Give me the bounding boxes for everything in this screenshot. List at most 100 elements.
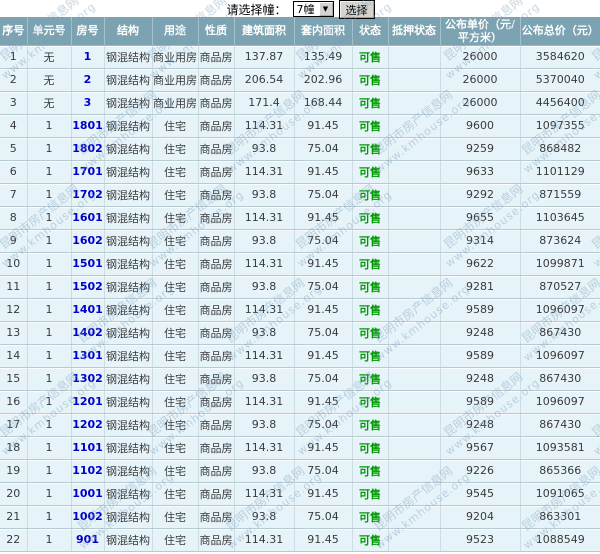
- cell-structure: 钢混结构: [104, 459, 153, 483]
- cell-seq: 15: [0, 367, 28, 391]
- cell-status: 可售: [352, 114, 389, 138]
- cell-area: 93.8: [234, 413, 295, 437]
- table-row: 13 1 1402 钢混结构 住宅 商品房 93.8 75.04 可售 9248…: [0, 321, 600, 345]
- cell-nature: 商品房: [198, 160, 235, 184]
- cell-seq: 5: [0, 137, 28, 161]
- cell-status: 可售: [352, 206, 389, 230]
- cell-unit: 1: [27, 183, 72, 207]
- cell-total-price: 870527: [520, 275, 600, 299]
- room-link[interactable]: 1602: [72, 234, 103, 247]
- cell-total-price: 867430: [520, 321, 600, 345]
- header-unit-price: 公布单价（元/平方米）: [440, 17, 521, 46]
- room-link[interactable]: 1402: [72, 326, 103, 339]
- cell-unit-price: 9622: [440, 252, 521, 276]
- cell-room: 3: [71, 91, 105, 115]
- cell-mortgage: [388, 298, 441, 322]
- select-button[interactable]: 选择: [338, 0, 375, 19]
- header-status: 状态: [352, 17, 389, 46]
- cell-usage: 住宅: [152, 298, 199, 322]
- status-badge: 可售: [359, 211, 381, 225]
- cell-usage: 住宅: [152, 459, 199, 483]
- cell-mortgage: [388, 482, 441, 506]
- cell-total-price: 5370040: [520, 68, 600, 92]
- cell-area: 93.8: [234, 321, 295, 345]
- cell-total-price: 868482: [520, 137, 600, 161]
- table-row: 18 1 1101 钢混结构 住宅 商品房 114.31 91.45 可售 95…: [0, 436, 600, 460]
- room-link[interactable]: 1001: [72, 487, 103, 500]
- room-link[interactable]: 901: [76, 533, 99, 546]
- building-select[interactable]: 7幢 ▼: [292, 1, 334, 17]
- cell-inner-area: 91.45: [294, 528, 353, 552]
- room-link[interactable]: 1201: [72, 395, 103, 408]
- cell-seq: 4: [0, 114, 28, 138]
- room-link[interactable]: 1002: [72, 510, 103, 523]
- room-link[interactable]: 1701: [72, 165, 103, 178]
- table-row: 22 1 901 钢混结构 住宅 商品房 114.31 91.45 可售 952…: [0, 528, 600, 552]
- cell-area: 93.8: [234, 505, 295, 529]
- cell-room: 1801: [71, 114, 105, 138]
- room-link[interactable]: 1301: [72, 349, 103, 362]
- room-link[interactable]: 1101: [72, 441, 103, 454]
- status-badge: 可售: [359, 326, 381, 340]
- cell-seq: 22: [0, 528, 28, 552]
- cell-structure: 钢混结构: [104, 367, 153, 391]
- cell-status: 可售: [352, 45, 389, 69]
- cell-area: 171.4: [234, 91, 295, 115]
- table-row: 19 1 1102 钢混结构 住宅 商品房 93.8 75.04 可售 9226…: [0, 459, 600, 483]
- cell-inner-area: 91.45: [294, 436, 353, 460]
- room-link[interactable]: 1601: [72, 211, 103, 224]
- cell-structure: 钢混结构: [104, 275, 153, 299]
- room-link[interactable]: 2: [83, 73, 92, 86]
- cell-seq: 17: [0, 413, 28, 437]
- cell-total-price: 865366: [520, 459, 600, 483]
- cell-mortgage: [388, 206, 441, 230]
- cell-total-price: 3584620: [520, 45, 600, 69]
- chevron-down-icon[interactable]: ▼: [318, 2, 333, 16]
- cell-usage: 商业用房: [152, 91, 199, 115]
- table-row: 6 1 1701 钢混结构 住宅 商品房 114.31 91.45 可售 963…: [0, 160, 600, 184]
- cell-usage: 住宅: [152, 344, 199, 368]
- room-link[interactable]: 1102: [72, 464, 103, 477]
- table-row: 16 1 1201 钢混结构 住宅 商品房 114.31 91.45 可售 95…: [0, 390, 600, 414]
- cell-structure: 钢混结构: [104, 528, 153, 552]
- status-badge: 可售: [359, 142, 381, 156]
- cell-seq: 11: [0, 275, 28, 299]
- room-link[interactable]: 3: [83, 96, 92, 109]
- cell-unit: 无: [27, 45, 72, 69]
- cell-usage: 住宅: [152, 413, 199, 437]
- cell-room: 1701: [71, 160, 105, 184]
- cell-usage: 住宅: [152, 252, 199, 276]
- cell-inner-area: 91.45: [294, 344, 353, 368]
- header-nature: 性质: [198, 17, 235, 46]
- cell-seq: 10: [0, 252, 28, 276]
- cell-inner-area: 75.04: [294, 275, 353, 299]
- cell-inner-area: 91.45: [294, 206, 353, 230]
- cell-mortgage: [388, 436, 441, 460]
- status-badge: 可售: [359, 464, 381, 478]
- cell-area: 114.31: [234, 206, 295, 230]
- room-link[interactable]: 1702: [72, 188, 103, 201]
- cell-unit: 1: [27, 137, 72, 161]
- room-link[interactable]: 1801: [72, 119, 103, 132]
- cell-structure: 钢混结构: [104, 183, 153, 207]
- cell-total-price: 1103645: [520, 206, 600, 230]
- room-link[interactable]: 1: [83, 50, 92, 63]
- cell-structure: 钢混结构: [104, 229, 153, 253]
- room-link[interactable]: 1501: [72, 257, 103, 270]
- cell-usage: 住宅: [152, 229, 199, 253]
- cell-structure: 钢混结构: [104, 482, 153, 506]
- cell-status: 可售: [352, 252, 389, 276]
- room-link[interactable]: 1802: [72, 142, 103, 155]
- cell-mortgage: [388, 367, 441, 391]
- room-link[interactable]: 1302: [72, 372, 103, 385]
- cell-inner-area: 75.04: [294, 413, 353, 437]
- cell-seq: 3: [0, 91, 28, 115]
- room-link[interactable]: 1401: [72, 303, 103, 316]
- header-mortgage: 抵押状态: [388, 17, 441, 46]
- cell-inner-area: 91.45: [294, 252, 353, 276]
- room-link[interactable]: 1202: [72, 418, 103, 431]
- status-badge: 可售: [359, 96, 381, 110]
- room-link[interactable]: 1502: [72, 280, 103, 293]
- cell-room: 1401: [71, 298, 105, 322]
- cell-nature: 商品房: [198, 91, 235, 115]
